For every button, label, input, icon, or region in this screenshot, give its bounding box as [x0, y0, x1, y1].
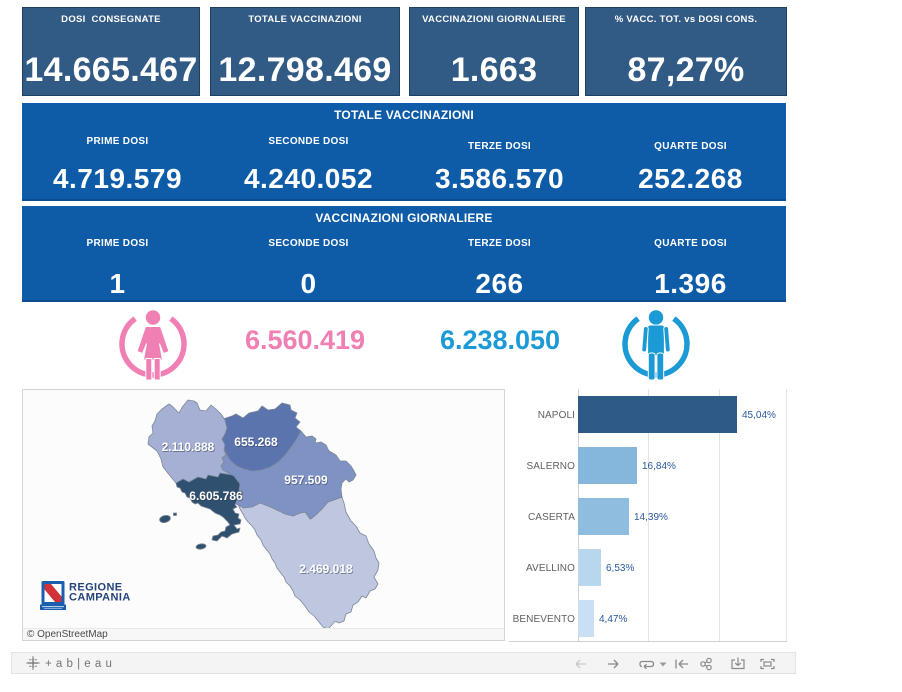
- svg-text:655.268: 655.268: [234, 435, 278, 449]
- svg-text:2.469.018: 2.469.018: [299, 562, 353, 576]
- svg-text:16,84%: 16,84%: [642, 461, 676, 472]
- svg-text:AVELLINO: AVELLINO: [526, 563, 575, 574]
- svg-text:SALERNO: SALERNO: [527, 461, 576, 472]
- svg-text:4,47%: 4,47%: [599, 614, 627, 625]
- svg-text:957.509: 957.509: [285, 474, 329, 488]
- svg-text:BENEVENTO: BENEVENTO: [513, 614, 576, 625]
- svg-text:CAMPANIA: CAMPANIA: [69, 592, 131, 604]
- svg-text:2.110.888: 2.110.888: [162, 440, 215, 454]
- svg-text:+ab|eau: +ab|eau: [45, 658, 116, 670]
- svg-text:NAPOLI: NAPOLI: [538, 410, 575, 421]
- svg-text:655.268: 655.268: [235, 436, 279, 450]
- svg-text:2.469.018: 2.469.018: [300, 563, 354, 577]
- svg-text:45,04%: 45,04%: [742, 410, 776, 421]
- svg-text:6.605.786: 6.605.786: [189, 489, 243, 503]
- svg-text:6.605.786: 6.605.786: [190, 490, 244, 504]
- svg-text:957.509: 957.509: [284, 473, 328, 487]
- svg-text:6,53%: 6,53%: [606, 563, 634, 574]
- svg-text:REGIONE: REGIONE: [69, 582, 123, 594]
- svg-text:CASERTA: CASERTA: [528, 512, 575, 523]
- svg-text:2.110.888: 2.110.888: [162, 441, 215, 455]
- svg-text:14,39%: 14,39%: [634, 512, 668, 523]
